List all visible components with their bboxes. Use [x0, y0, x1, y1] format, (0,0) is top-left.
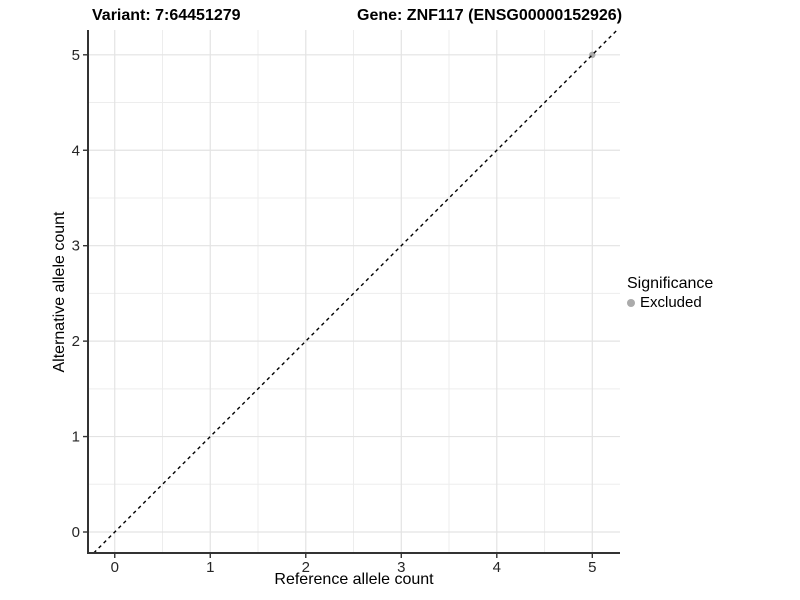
plot-title-gene: Gene: ZNF117 (ENSG00000152926)	[357, 7, 623, 24]
legend-item-label: Excluded	[640, 294, 702, 311]
svg-text:2: 2	[302, 559, 310, 576]
svg-text:2: 2	[72, 333, 80, 350]
svg-text:1: 1	[72, 429, 80, 446]
svg-text:0: 0	[72, 524, 80, 541]
svg-text:1: 1	[206, 559, 214, 576]
svg-text:4: 4	[493, 559, 501, 576]
svg-text:3: 3	[72, 238, 80, 255]
svg-text:5: 5	[588, 559, 596, 576]
plot-canvas: 0 1 2 3 4 5 0 1 2 3 4 5	[72, 29, 620, 576]
plot-panel: 0 1 2 3 4 5 0 1 2 3 4 5	[72, 29, 620, 576]
legend-item-excluded: Excluded	[627, 293, 713, 312]
y-axis-title: Alternative allele count	[51, 211, 68, 373]
plot-title-variant: Variant: 7:64451279	[92, 7, 241, 24]
legend-title: Significance	[627, 275, 714, 292]
svg-text:5: 5	[72, 47, 80, 64]
legend: Significance Excluded	[627, 274, 713, 312]
svg-text:3: 3	[397, 559, 405, 576]
x-axis-title: Reference allele count	[274, 571, 434, 588]
svg-text:0: 0	[111, 559, 119, 576]
legend-point-icon	[627, 298, 635, 307]
svg-text:4: 4	[72, 142, 80, 159]
